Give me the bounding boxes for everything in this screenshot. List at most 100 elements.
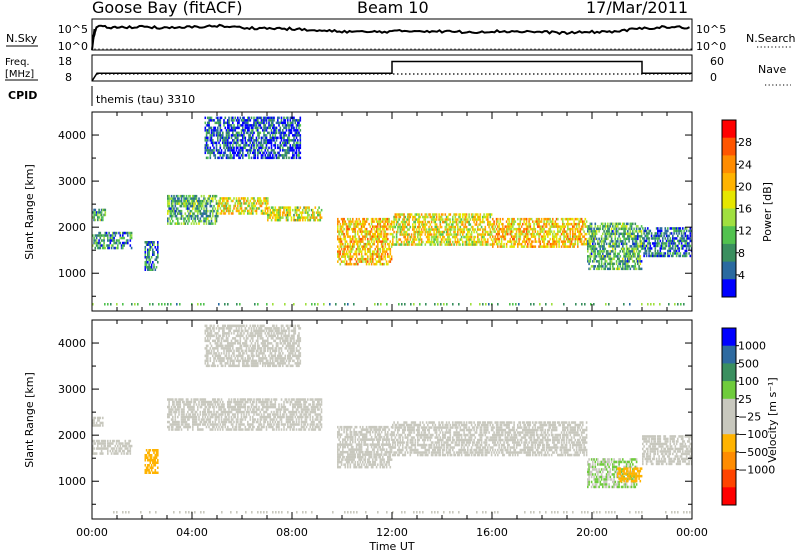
power-cell — [395, 240, 398, 244]
power-cell — [532, 227, 534, 231]
power-cell — [470, 243, 473, 246]
power-cell — [502, 245, 504, 248]
power-cell — [342, 232, 344, 236]
power-cell — [555, 242, 558, 246]
power-cell — [472, 225, 474, 229]
power-cell — [339, 242, 342, 246]
power-cell — [223, 119, 225, 122]
power-cell — [365, 235, 368, 238]
power-cell — [383, 237, 385, 241]
power-cell — [445, 220, 448, 224]
power-cell — [248, 212, 250, 215]
power-cell — [260, 212, 263, 215]
power-cell — [118, 241, 120, 245]
power-cell — [230, 154, 233, 157]
power-cell — [200, 212, 203, 215]
power-cell — [248, 129, 250, 132]
velocity-cell — [170, 410, 173, 414]
power-cell — [362, 217, 364, 221]
velocity-cell — [154, 469, 157, 472]
power-cell — [357, 262, 359, 266]
power-cell — [370, 262, 373, 266]
power-cell — [343, 237, 345, 241]
power-cell — [272, 211, 274, 214]
power-cell — [520, 225, 523, 228]
power-cell — [358, 222, 360, 226]
power-cell — [247, 131, 249, 135]
power-cell — [148, 248, 150, 251]
power-cell — [604, 260, 607, 263]
power-cell — [465, 235, 468, 239]
power-cell — [219, 131, 222, 135]
nave-label: Nave — [758, 63, 786, 76]
velocity-cell — [182, 410, 184, 414]
power-cell — [387, 255, 389, 258]
power-cell — [217, 202, 219, 205]
power-cell — [422, 220, 424, 224]
velocity-cell — [193, 423, 195, 426]
power-cell — [197, 217, 199, 220]
power-cell — [269, 154, 272, 157]
velocity-cell — [189, 405, 192, 409]
power-cell — [495, 240, 498, 243]
power-cell — [577, 217, 579, 221]
power-cell — [669, 252, 672, 255]
velocity-cell — [99, 416, 102, 420]
power-cell — [405, 238, 408, 241]
power-cell — [448, 233, 450, 236]
power-cell — [688, 237, 690, 240]
power-cell — [148, 258, 150, 261]
power-cell — [453, 228, 455, 231]
power-cell — [247, 197, 249, 200]
power-cell — [623, 255, 625, 258]
power-cell — [282, 211, 284, 214]
power-cell — [420, 230, 423, 234]
power-cell — [645, 232, 648, 235]
power-cell — [680, 237, 683, 240]
power-cell — [447, 218, 449, 221]
power-cell — [364, 232, 367, 236]
power-cell — [505, 230, 508, 233]
velocity-cell — [172, 400, 174, 404]
power-cell — [365, 262, 368, 266]
power-cell — [443, 220, 445, 224]
velocity-cell — [118, 439, 120, 443]
power-cell — [589, 222, 592, 226]
power-cell — [259, 141, 262, 145]
power-cell — [354, 232, 357, 236]
power-cell — [279, 213, 282, 217]
power-cell — [607, 252, 609, 256]
power-cell — [205, 139, 208, 142]
power-cell — [293, 119, 295, 122]
power-cell — [294, 119, 297, 122]
power-cell — [392, 225, 394, 229]
power-cell — [568, 227, 570, 231]
power-cell — [210, 204, 213, 208]
power-cell — [382, 240, 384, 243]
power-cell — [499, 217, 502, 221]
velocity-cell — [185, 420, 188, 424]
power-cell — [689, 239, 692, 243]
power-cell — [518, 222, 520, 226]
power-cell — [250, 131, 253, 135]
power-cell — [314, 303, 316, 306]
power-cell — [644, 247, 647, 250]
power-cell — [228, 146, 230, 150]
power-cell — [278, 156, 280, 160]
power-cell — [470, 230, 473, 234]
power-cell — [205, 146, 208, 150]
power-cell — [177, 217, 179, 220]
power-cell — [297, 206, 299, 209]
power-cell — [592, 242, 594, 246]
power-cell — [558, 237, 560, 241]
power-cell — [120, 246, 123, 250]
power-cell — [267, 126, 269, 130]
power-cell — [254, 149, 257, 152]
power-cell — [670, 239, 673, 243]
power-cell — [148, 266, 150, 269]
power-cell — [399, 225, 402, 229]
power-cell — [462, 220, 464, 224]
power-cell — [167, 209, 169, 213]
power-cell — [434, 225, 437, 229]
power-cell — [247, 149, 249, 152]
